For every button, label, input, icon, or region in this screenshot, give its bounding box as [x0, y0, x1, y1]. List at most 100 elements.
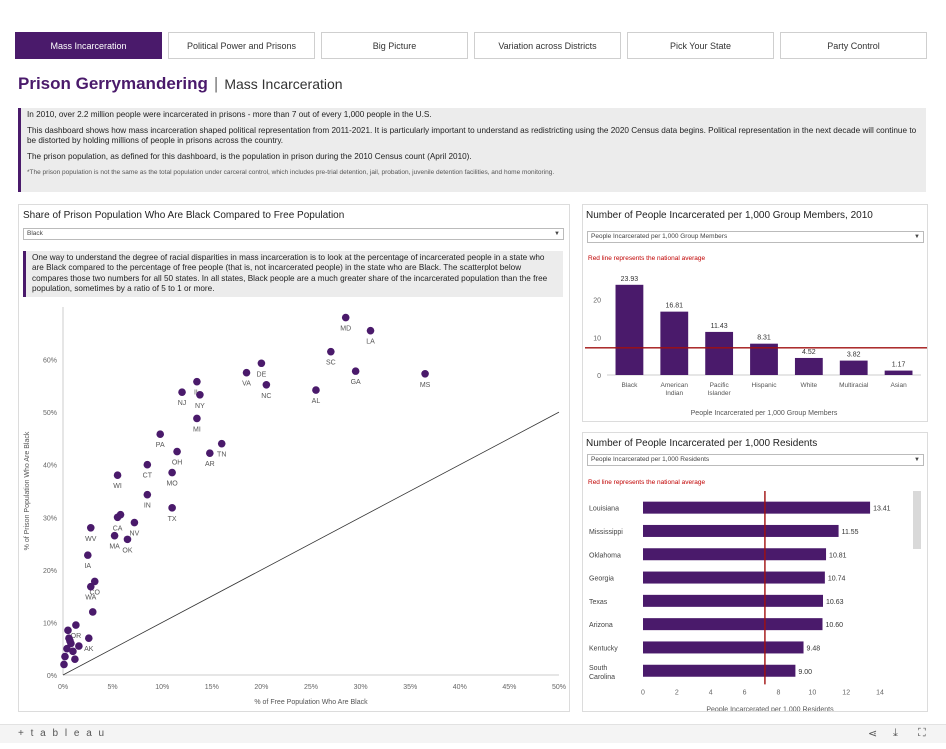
tab-political-power[interactable]: Political Power and Prisons [168, 32, 315, 59]
category-label: White [801, 382, 818, 389]
bar-value-label: 1.17 [892, 362, 906, 369]
scatter-explanation: One way to understand the degree of raci… [23, 251, 563, 297]
tab-variation-districts[interactable]: Variation across Districts [474, 32, 621, 59]
group-redline-note: Red line represents the national average [588, 255, 706, 262]
x-tick-label: 14 [876, 689, 884, 696]
point-label: NY [195, 403, 205, 410]
point-label: WV [85, 536, 97, 543]
race-dropdown-value: Black [27, 230, 43, 237]
point-label: CA [113, 525, 123, 532]
y-tick-label: 20 [593, 298, 601, 305]
intro-paragraph-3: The prison population, as defined for th… [27, 152, 472, 161]
scatter-point [242, 368, 251, 377]
scatter-point [84, 551, 92, 559]
bar-value-label: 4.52 [802, 349, 816, 356]
scrollbar[interactable] [913, 491, 921, 549]
group-bar [615, 284, 644, 375]
point-label: LA [366, 339, 375, 346]
intro-box: In 2010, over 2.2 million people were in… [18, 108, 926, 192]
x-tick-label: 0% [58, 684, 68, 691]
intro-footnote: *The prison population is not the same a… [27, 169, 555, 176]
download-icon[interactable]: ⤓ [893, 727, 898, 739]
y-tick-label: 10% [43, 620, 57, 627]
state-label: Louisiana [589, 506, 619, 513]
x-tick-label: 10 [808, 689, 816, 696]
point-label: NC [261, 393, 271, 400]
state-label: Texas [589, 599, 608, 606]
bar-value-label: 10.60 [825, 622, 843, 629]
share-icon[interactable]: ⋖ [868, 728, 878, 740]
state-bar [643, 571, 825, 584]
bar-value-label: 9.00 [798, 669, 812, 676]
state-bar [643, 501, 871, 514]
category-label: Asian [890, 382, 907, 389]
state-bar [643, 548, 827, 561]
group-bar [750, 343, 778, 375]
point-label: TX [168, 516, 177, 523]
tab-party-control[interactable]: Party Control [780, 32, 927, 59]
scatter-point [64, 626, 72, 635]
point-label: VA [242, 381, 251, 388]
point-label: WA [85, 595, 96, 602]
race-dropdown[interactable]: Black ▼ [23, 228, 564, 240]
scatter-point [86, 524, 95, 532]
scatter-point [88, 608, 97, 616]
scatter-point [130, 518, 139, 527]
scatter-point [143, 490, 152, 499]
scatter-point [60, 660, 68, 669]
point-label: MS [420, 382, 431, 389]
bar-value-label: 16.81 [666, 303, 684, 310]
state-redline-note: Red line represents the national average [588, 479, 706, 486]
scatter-point [143, 460, 152, 469]
scatter-point [116, 510, 125, 519]
tab-mass-incarceration[interactable]: Mass Incarceration [15, 32, 162, 59]
x-tick-label: 5% [108, 684, 118, 691]
point-label: PA [156, 442, 165, 449]
x-tick-label: 10% [155, 684, 169, 691]
y-tick-label: 60% [43, 358, 57, 365]
group-bar-title: Number of People Incarcerated per 1,000 … [586, 210, 873, 221]
scatter-point [66, 637, 74, 645]
point-label: WI [113, 483, 122, 490]
scatter-point [168, 468, 176, 477]
bar-value-label: 23.93 [621, 276, 639, 283]
bar-value-label: 8.31 [757, 335, 771, 342]
x-tick-label: 50% [552, 684, 566, 691]
group-bar [705, 331, 734, 375]
y-tick-label: 40% [43, 463, 57, 470]
scatter-point [421, 369, 429, 378]
state-bar [643, 618, 823, 631]
x-tick-label: 25% [304, 684, 318, 691]
state-measure-dropdown[interactable]: People Incarcerated per 1,000 Residents … [587, 454, 924, 466]
category-label: Pacific [710, 382, 730, 389]
group-bar-panel: Number of People Incarcerated per 1,000 … [582, 204, 928, 422]
scatter-point [84, 634, 93, 642]
category-label: Black [621, 382, 638, 389]
point-label: MD [340, 326, 351, 333]
scatter-point [168, 504, 176, 512]
tab-pick-state[interactable]: Pick Your State [627, 32, 774, 59]
scatter-point [71, 655, 79, 664]
point-label: OH [172, 460, 183, 467]
state-bar [643, 664, 796, 677]
group-measure-dropdown[interactable]: People Incarcerated per 1,000 Group Memb… [587, 231, 924, 243]
state-label: South [589, 665, 607, 672]
point-label: OR [71, 633, 82, 640]
tab-big-picture[interactable]: Big Picture [321, 32, 468, 59]
x-tick-label: 45% [502, 684, 516, 691]
intro-paragraph-2: This dashboard shows how mass incarcerat… [27, 126, 917, 145]
scatter-point [156, 430, 165, 439]
state-bar-chart: 13.41 Louisiana 11.55 Mississippi 10.81 Oklah… [589, 491, 891, 711]
point-label: IN [144, 503, 151, 510]
x-tick-label: 4 [709, 689, 713, 696]
tableau-logo[interactable]: + t a b l e a u [18, 728, 107, 739]
scatter-point [217, 439, 226, 448]
point-label: AK [84, 646, 94, 653]
scatter-point [351, 367, 360, 375]
bar-value-label: 10.81 [829, 552, 847, 559]
fullscreen-icon[interactable]: ⛶ [918, 727, 926, 739]
x-tick-label: 12 [842, 689, 850, 696]
category-label: Multiracial [839, 382, 869, 389]
bar-value-label: 11.55 [842, 529, 859, 536]
point-label: CT [143, 473, 153, 480]
